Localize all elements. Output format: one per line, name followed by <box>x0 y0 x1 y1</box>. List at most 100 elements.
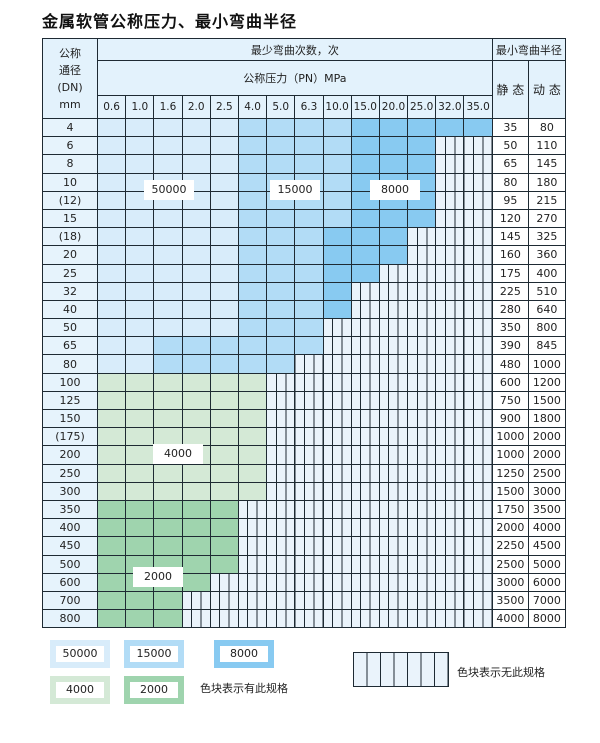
unavailable-cell <box>378 390 409 411</box>
unavailable-cell <box>350 536 380 556</box>
dn-header-line: (DN) <box>57 80 83 94</box>
spec-cell-15000 <box>237 263 268 283</box>
spec-cell-4000 <box>181 481 211 501</box>
unavailable-cell <box>350 336 380 356</box>
spec-cell-4000 <box>97 390 127 411</box>
dn-cell: 8 <box>41 154 99 174</box>
unavailable-cell <box>266 590 296 611</box>
legend-15000: 15000 <box>124 640 184 668</box>
spec-cell-15000 <box>237 336 268 356</box>
unavailable-cell <box>435 336 465 356</box>
spec-cell-50000 <box>125 136 155 156</box>
spec-cell-4000 <box>97 463 127 483</box>
spec-cell-4000 <box>153 463 183 483</box>
dynamic-radius-cell: 1200 <box>527 372 567 392</box>
unavailable-cell <box>463 590 493 611</box>
unavailable-cell <box>294 372 324 392</box>
spec-cell-2000 <box>181 518 211 538</box>
unavailable-cell <box>266 463 296 483</box>
dn-cell: 700 <box>41 590 99 611</box>
unavailable-cell <box>209 609 239 629</box>
unavailable-cell <box>378 408 409 429</box>
legend-unavailable-text: 色块表示无此规格 <box>457 666 545 679</box>
spec-cell-50000 <box>125 154 155 174</box>
spec-cell-50000 <box>181 263 211 283</box>
spec-cell-15000 <box>294 281 324 301</box>
region-label-8000: 8000 <box>370 180 420 200</box>
static-radius-cell: 95 <box>491 190 529 210</box>
spec-cell-15000 <box>294 117 324 138</box>
spec-cell-8000 <box>378 227 409 247</box>
spec-cell-50000 <box>153 281 183 301</box>
unavailable-cell <box>435 154 465 174</box>
unavailable-cell <box>322 481 352 501</box>
dn-cell: 500 <box>41 554 99 574</box>
spec-cell-2000 <box>153 518 183 538</box>
dn-cell: 40 <box>41 299 99 320</box>
spec-cell-50000 <box>97 245 127 265</box>
dynamic-radius-cell: 3500 <box>527 499 567 520</box>
unavailable-cell <box>294 554 324 574</box>
spec-cell-50000 <box>181 208 211 229</box>
spec-table: 公称 通径 (DN) mm 最少弯曲次数，次 最小弯曲半径 公称压力（PN）MP… <box>41 38 567 629</box>
spec-cell-50000 <box>125 208 155 229</box>
spec-cell-15000 <box>322 172 352 192</box>
unavailable-cell <box>463 554 493 574</box>
spec-cell-15000 <box>294 318 324 338</box>
legend-8000: 8000 <box>214 640 274 668</box>
unavailable-cell <box>322 336 352 356</box>
unavailable-cell <box>435 536 465 556</box>
spec-cell-50000 <box>97 318 127 338</box>
spec-cell-4000 <box>237 408 268 429</box>
unavailable-cell <box>322 408 352 429</box>
spec-cell-8000 <box>350 263 380 283</box>
unavailable-cell <box>463 536 493 556</box>
unavailable-cell <box>350 554 380 574</box>
unavailable-cell <box>463 408 493 429</box>
dynamic-radius-cell: 6000 <box>527 572 567 592</box>
unavailable-cell <box>463 263 493 283</box>
unavailable-cell <box>294 536 324 556</box>
dn-cell: 15 <box>41 208 99 229</box>
unavailable-cell <box>407 590 437 611</box>
unavailable-cell <box>294 463 324 483</box>
unavailable-cell <box>407 281 437 301</box>
spec-cell-15000 <box>266 154 296 174</box>
spec-cell-50000 <box>153 154 183 174</box>
spec-cell-50000 <box>181 245 211 265</box>
static-radius-cell: 175 <box>491 263 529 283</box>
table-row: 6 50 110 <box>41 136 567 156</box>
unavailable-cell <box>350 427 380 447</box>
static-radius-cell: 4000 <box>491 609 529 629</box>
spec-cell-8000 <box>378 208 409 229</box>
unavailable-cell <box>266 554 296 574</box>
unavailable-cell <box>463 354 493 374</box>
spec-cell-4000 <box>97 445 127 465</box>
unavailable-cell <box>266 427 296 447</box>
table-row: (175) 1000 2000 <box>41 427 567 447</box>
unavailable-cell <box>463 445 493 465</box>
pressure-column-header: 0.6 <box>97 95 127 119</box>
table-row: 125 750 1500 <box>41 390 567 411</box>
static-radius-cell: 120 <box>491 208 529 229</box>
unavailable-cell <box>350 445 380 465</box>
unavailable-cell <box>407 336 437 356</box>
spec-cell-4000 <box>237 463 268 483</box>
spec-cell-50000 <box>125 117 155 138</box>
unavailable-cell <box>266 390 296 411</box>
spec-cell-50000 <box>125 299 155 320</box>
unavailable-cell <box>435 172 465 192</box>
unavailable-cell <box>378 609 409 629</box>
spec-cell-8000 <box>378 245 409 265</box>
unavailable-cell <box>350 463 380 483</box>
spec-cell-8000 <box>322 263 352 283</box>
spec-cell-4000 <box>209 372 239 392</box>
unavailable-cell <box>463 499 493 520</box>
spec-cell-15000 <box>237 245 268 265</box>
spec-cell-50000 <box>153 208 183 229</box>
dynamic-radius-cell: 4000 <box>527 518 567 538</box>
unavailable-cell <box>435 463 465 483</box>
spec-cell-8000 <box>322 299 352 320</box>
dynamic-radius-cell: 1500 <box>527 390 567 411</box>
dn-cell: 50 <box>41 318 99 338</box>
